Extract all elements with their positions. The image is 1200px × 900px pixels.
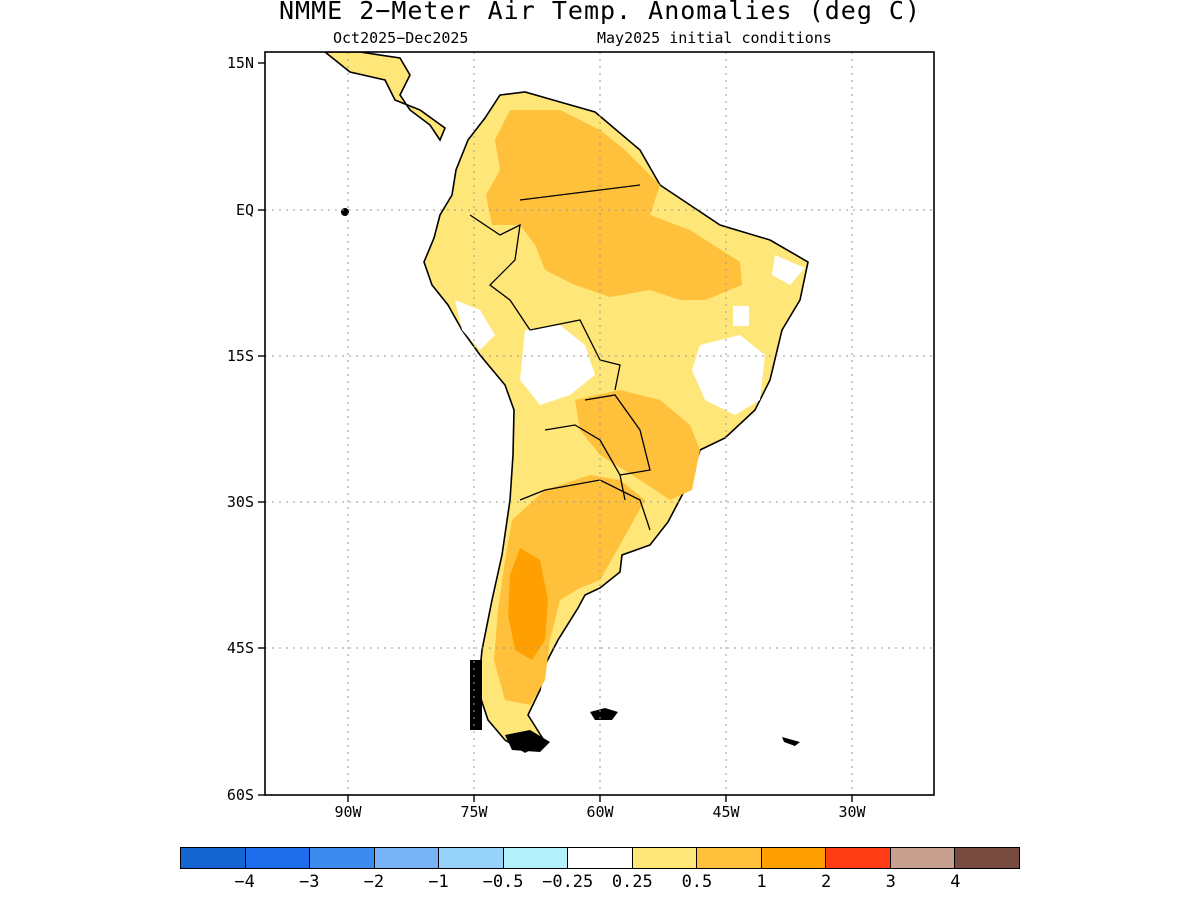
legend-label-3: −1 <box>428 872 449 892</box>
lon-label-75w: 75W <box>460 803 488 821</box>
legend-swatch-0 <box>181 848 246 868</box>
color-legend-bar <box>180 847 1020 869</box>
lon-label-45w: 45W <box>712 803 740 821</box>
legend-label-6: 0.25 <box>611 872 653 892</box>
central-america <box>323 52 446 142</box>
lat-label-15s: 15S <box>226 347 254 365</box>
anomaly-patagonia <box>508 548 548 660</box>
legend-swatch-10 <box>826 848 891 868</box>
legend-swatch-11 <box>890 848 956 868</box>
lat-label-60s: 60S <box>226 786 254 804</box>
legend-label-10: 3 <box>885 872 896 892</box>
tierra-del-fuego <box>505 730 550 752</box>
map-title: NMME 2−Meter Air Temp. Anomalies (deg C) <box>278 0 922 25</box>
legend-label-8: 1 <box>756 872 767 892</box>
lon-label-30w: 30W <box>838 803 866 821</box>
neutral-ne-coast <box>772 255 805 285</box>
legend-label-4: −0.5 <box>482 872 524 892</box>
legend-swatch-1 <box>245 848 311 868</box>
initial-conditions: May2025 initial conditions <box>597 29 832 47</box>
anomaly-south-brazil <box>575 390 700 500</box>
legend-swatch-6 <box>568 848 633 868</box>
lat-label-30s: 30S <box>226 493 254 511</box>
legend-swatch-4 <box>439 848 504 868</box>
chile-fjords <box>470 660 482 730</box>
legend-label-7: 0.5 <box>681 872 713 892</box>
legend-swatch-8 <box>697 848 762 868</box>
lon-label-60w: 60W <box>586 803 614 821</box>
legend-swatch-7 <box>632 848 698 868</box>
legend-swatch-9 <box>761 848 827 868</box>
legend-label-0: −4 <box>234 872 255 892</box>
legend-swatch-12 <box>955 848 1019 868</box>
forecast-period: Oct2025−Dec2025 <box>333 29 469 47</box>
legend-swatch-5 <box>503 848 569 868</box>
lon-label-90w: 90W <box>334 803 362 821</box>
lat-label-45s: 45S <box>226 639 254 657</box>
lat-label-15n: 15N <box>226 54 254 72</box>
legend-swatch-2 <box>310 848 375 868</box>
axis-ticks <box>258 62 853 802</box>
south-georgia <box>782 737 800 746</box>
anomaly-north-amazon <box>486 110 742 300</box>
legend-label-9: 2 <box>821 872 832 892</box>
lat-label-eq: EQ <box>235 201 254 219</box>
legend-label-11: 4 <box>950 872 961 892</box>
neutral-bolivia <box>520 325 595 405</box>
legend-label-5: −0.25 <box>542 872 594 892</box>
neutral-peru-coast <box>455 300 495 350</box>
neutral-east-brazil <box>692 335 765 415</box>
legend-label-1: −3 <box>298 872 320 892</box>
neutral-box <box>733 306 749 326</box>
legend-label-2: −2 <box>363 872 385 892</box>
graticule <box>265 52 934 795</box>
falkland-islands <box>590 708 618 720</box>
legend-swatch-3 <box>374 848 440 868</box>
